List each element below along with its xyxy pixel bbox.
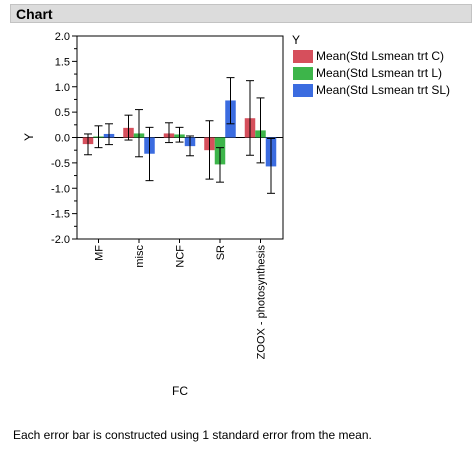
legend-label-c: Mean(Std Lsmean trt C) xyxy=(316,49,444,63)
y-tick-label: 0.5 xyxy=(55,107,70,119)
y-tick-label: 2.0 xyxy=(55,31,70,43)
x-tick-label: NCF xyxy=(175,245,187,268)
x-tick-label: SR xyxy=(215,245,227,260)
x-tick-label: MF xyxy=(94,245,106,261)
x-tick-label: misc xyxy=(134,245,146,268)
legend-label-sl: Mean(Std Lsmean trt SL) xyxy=(316,83,450,97)
y-axis-title: Y xyxy=(22,133,36,141)
legend-title: Y xyxy=(292,33,300,47)
footnote: Each error bar is constructed using 1 st… xyxy=(13,428,372,442)
y-tick-label: -0.5 xyxy=(51,158,70,170)
legend-label-l: Mean(Std Lsmean trt L) xyxy=(316,66,442,80)
y-tick-label: 1.0 xyxy=(55,82,70,94)
legend-swatch-sl xyxy=(293,84,313,97)
y-tick-label: 0.0 xyxy=(55,133,70,145)
y-tick-label: -1.5 xyxy=(51,209,70,221)
y-tick-label: 1.5 xyxy=(55,56,70,68)
legend-swatch-c xyxy=(293,50,313,63)
legend-swatch-l xyxy=(293,67,313,80)
x-tick-label: ZOOX - photosynthesis xyxy=(256,245,268,360)
x-axis-title: FC xyxy=(172,384,188,398)
y-tick-label: -1.0 xyxy=(51,183,70,195)
y-tick-label: -2.0 xyxy=(51,234,70,246)
